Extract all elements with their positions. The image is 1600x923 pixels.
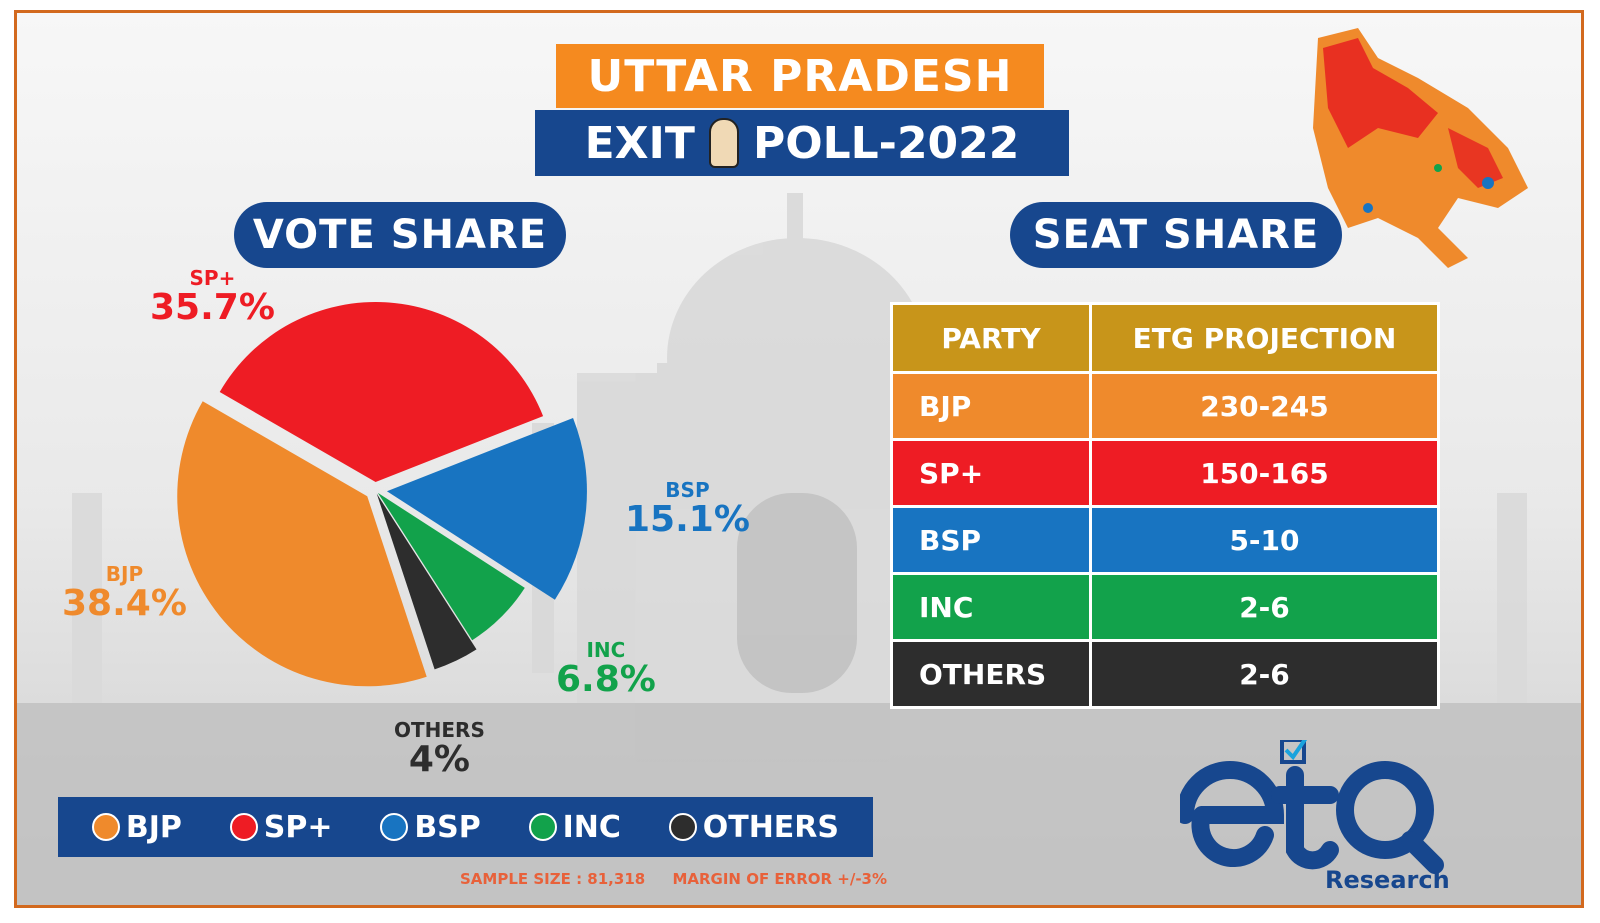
table-row: SP+ 150-165 [890, 438, 1441, 508]
cell-party: OTHERS [890, 639, 1092, 709]
legend-label: INC [562, 809, 621, 845]
seat-share-table: PARTY ETG PROJECTION BJP 230-245 SP+ 150… [890, 302, 1441, 709]
label-bsp-name: BSP [665, 478, 710, 502]
label-bjp-name: BJP [105, 562, 144, 586]
table-row: BJP 230-245 [890, 371, 1441, 441]
label-bjp-value: 38.4% [62, 583, 187, 624]
title-line1: UTTAR PRADESH [556, 44, 1044, 108]
label-bjp: BJP 38.4% [62, 562, 187, 622]
cell-projection: 2-6 [1088, 572, 1441, 642]
legend-dot-inc [528, 813, 557, 841]
label-inc-name: INC [586, 638, 626, 662]
pie-slice-sp-plus [219, 302, 544, 483]
legend-item-bjp: BJP [91, 809, 182, 845]
table-row: OTHERS 2-6 [890, 639, 1441, 709]
uttar-pradesh-map [1313, 28, 1528, 268]
header-projection: ETG PROJECTION [1088, 302, 1441, 374]
title-exit: EXIT [584, 117, 695, 169]
legend-item-inc: INC [528, 809, 621, 845]
label-sp: SP+ 35.7% [150, 266, 275, 326]
table-header-row: PARTY ETG PROJECTION [890, 302, 1441, 374]
cell-projection: 230-245 [1088, 371, 1441, 441]
table-row: BSP 5-10 [890, 505, 1441, 575]
table-row: INC 2-6 [890, 572, 1441, 642]
pie-slice-bsp [386, 417, 587, 600]
legend-dot-bsp [380, 813, 409, 841]
label-sp-name: SP+ [189, 266, 236, 290]
title-poll: POLL-2022 [752, 117, 1020, 169]
margin-of-error: MARGIN OF ERROR +/-3% [672, 870, 888, 888]
label-inc-value: 6.8% [556, 659, 656, 700]
legend-label: OTHERS [702, 809, 840, 845]
label-sp-value: 35.7% [150, 287, 275, 328]
legend-item-others: OTHERS [668, 809, 840, 845]
title-line2: EXIT POLL-2022 [535, 110, 1069, 176]
vote-share-heading: VOTE SHARE [234, 202, 566, 268]
seat-share-heading: SEAT SHARE [1010, 202, 1342, 268]
legend-dot-sp [229, 813, 258, 841]
vote-share-pie [177, 302, 587, 687]
pie-slice-bjp [177, 401, 427, 687]
legend-dot-others [668, 813, 697, 841]
legend-label: SP+ [263, 809, 333, 845]
label-inc: INC 6.8% [556, 638, 656, 698]
label-others: OTHERS 4% [394, 718, 485, 778]
cell-projection: 2-6 [1088, 639, 1441, 709]
legend-label: BSP [414, 809, 481, 845]
cell-party: SP+ [890, 438, 1092, 508]
legend-item-bsp: BSP [380, 809, 481, 845]
legend-item-sp: SP+ [229, 809, 333, 845]
pie-slice-others [376, 493, 477, 670]
header-party: PARTY [890, 302, 1092, 374]
logo-subtitle: Research [1325, 866, 1450, 894]
cell-party: BSP [890, 505, 1092, 575]
legend-label: BJP [125, 809, 182, 845]
label-bsp: BSP 15.1% [625, 478, 750, 538]
inked-finger-icon [708, 118, 739, 168]
cell-projection: 5-10 [1088, 505, 1441, 575]
pie-slice-inc [377, 492, 525, 641]
label-others-name: OTHERS [394, 718, 485, 742]
legend-dot-bjp [91, 813, 120, 841]
etg-research-logo [1180, 740, 1444, 874]
legend: BJP SP+ BSP INC OTHERS [58, 797, 873, 857]
label-bsp-value: 15.1% [625, 499, 750, 540]
sample-size: SAMPLE SIZE : 81,318 [460, 870, 646, 888]
label-others-value: 4% [408, 739, 470, 780]
footer-note: SAMPLE SIZE : 81,318 MARGIN OF ERROR +/-… [460, 870, 909, 888]
cell-party: BJP [890, 371, 1092, 441]
cell-party: INC [890, 572, 1092, 642]
cell-projection: 150-165 [1088, 438, 1441, 508]
